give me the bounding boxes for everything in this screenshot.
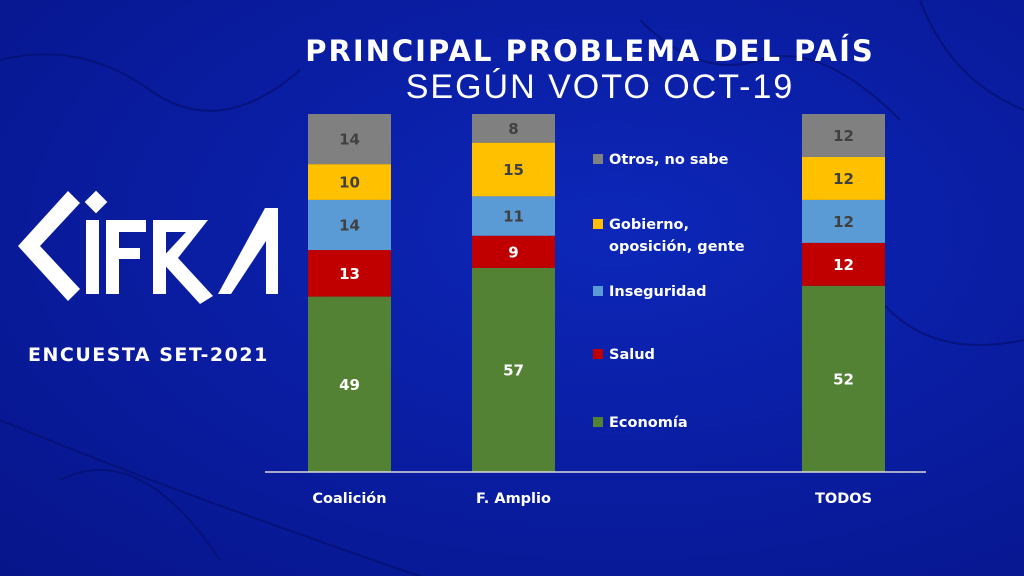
legend-label: Gobierno, oposición, gente [609, 217, 745, 255]
legend-swatch [593, 219, 603, 229]
legend-item: Inseguridad [593, 281, 707, 303]
legend-label: Inseguridad [609, 284, 707, 300]
bar-segment [308, 114, 391, 165]
x-tick-label: Coalición [312, 491, 386, 507]
cifra-logo [18, 190, 278, 304]
bar-segment [308, 296, 391, 472]
legend-swatch [593, 286, 603, 296]
legend-item: Economía [593, 412, 688, 434]
chart-subtitle: SEGÚN VOTO OCT-19 [405, 68, 795, 106]
data-label: 12 [833, 170, 854, 188]
data-label: 11 [503, 208, 524, 226]
bar-segment [802, 156, 885, 200]
bar-segment [472, 114, 555, 143]
bar-segment [472, 196, 555, 236]
legend-item: Otros, no sabe [593, 149, 729, 171]
data-label: 12 [833, 213, 854, 231]
data-label: 8 [508, 120, 518, 138]
data-label: 49 [339, 376, 360, 394]
data-label: 13 [339, 265, 360, 283]
bar-segment [308, 164, 391, 200]
bar-segment [472, 142, 555, 197]
data-label: 57 [503, 361, 524, 379]
bar-segment [472, 235, 555, 268]
legend-swatch [593, 417, 603, 427]
data-label: 15 [503, 161, 524, 179]
data-label: 14 [339, 131, 360, 149]
data-label: 9 [508, 243, 518, 261]
legend-item: Gobierno, oposición, gente [593, 214, 745, 258]
legend-label: Salud [609, 347, 655, 363]
bar-segment [802, 285, 885, 472]
data-label: 14 [339, 216, 360, 234]
x-tick-label: F. Amplio [476, 491, 551, 507]
data-label: 12 [833, 127, 854, 145]
data-label: 12 [833, 256, 854, 274]
data-label: 52 [833, 370, 854, 388]
legend-item: Salud [593, 344, 655, 366]
x-tick-label: TODOS [815, 491, 872, 507]
legend-swatch [593, 349, 603, 359]
legend-label: Otros, no sabe [609, 152, 729, 168]
survey-label: ENCUESTA SET-2021 [28, 344, 269, 366]
legend-swatch [593, 154, 603, 164]
bar-segment [472, 267, 555, 472]
bar-segment [308, 199, 391, 251]
legend-label: Economía [609, 415, 688, 431]
data-label: 10 [339, 174, 360, 192]
chart-title: PRINCIPAL PROBLEMA DEL PAÍS [305, 34, 875, 68]
bar-segment [308, 250, 391, 297]
bar-segment [802, 242, 885, 286]
bar-segment [802, 114, 885, 157]
bar-segment [802, 199, 885, 243]
